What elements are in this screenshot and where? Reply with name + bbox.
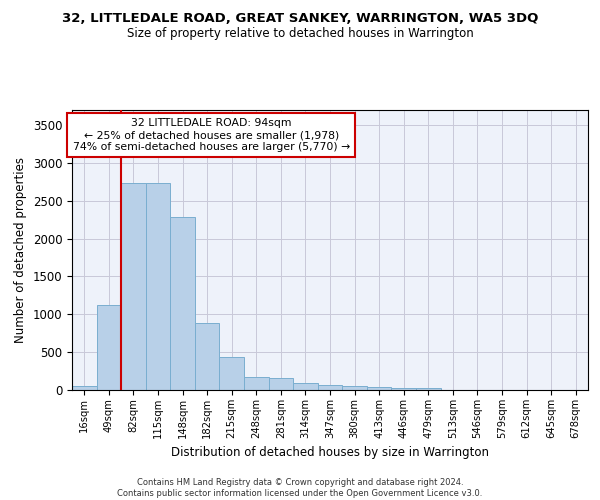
- Bar: [220, 358, 244, 390]
- Bar: [416, 388, 440, 390]
- Bar: [244, 377, 269, 390]
- Bar: [72, 386, 97, 390]
- Bar: [367, 388, 391, 390]
- Bar: [391, 388, 416, 390]
- Bar: [195, 324, 220, 390]
- Bar: [146, 184, 170, 390]
- Bar: [318, 385, 342, 390]
- X-axis label: Distribution of detached houses by size in Warrington: Distribution of detached houses by size …: [171, 446, 489, 460]
- Bar: [293, 383, 318, 390]
- Text: Contains HM Land Registry data © Crown copyright and database right 2024.
Contai: Contains HM Land Registry data © Crown c…: [118, 478, 482, 498]
- Text: 32 LITTLEDALE ROAD: 94sqm
← 25% of detached houses are smaller (1,978)
74% of se: 32 LITTLEDALE ROAD: 94sqm ← 25% of detac…: [73, 118, 350, 152]
- Bar: [269, 378, 293, 390]
- Bar: [97, 305, 121, 390]
- Y-axis label: Number of detached properties: Number of detached properties: [14, 157, 27, 343]
- Text: Size of property relative to detached houses in Warrington: Size of property relative to detached ho…: [127, 28, 473, 40]
- Bar: [121, 184, 146, 390]
- Bar: [170, 218, 195, 390]
- Bar: [342, 386, 367, 390]
- Text: 32, LITTLEDALE ROAD, GREAT SANKEY, WARRINGTON, WA5 3DQ: 32, LITTLEDALE ROAD, GREAT SANKEY, WARRI…: [62, 12, 538, 26]
